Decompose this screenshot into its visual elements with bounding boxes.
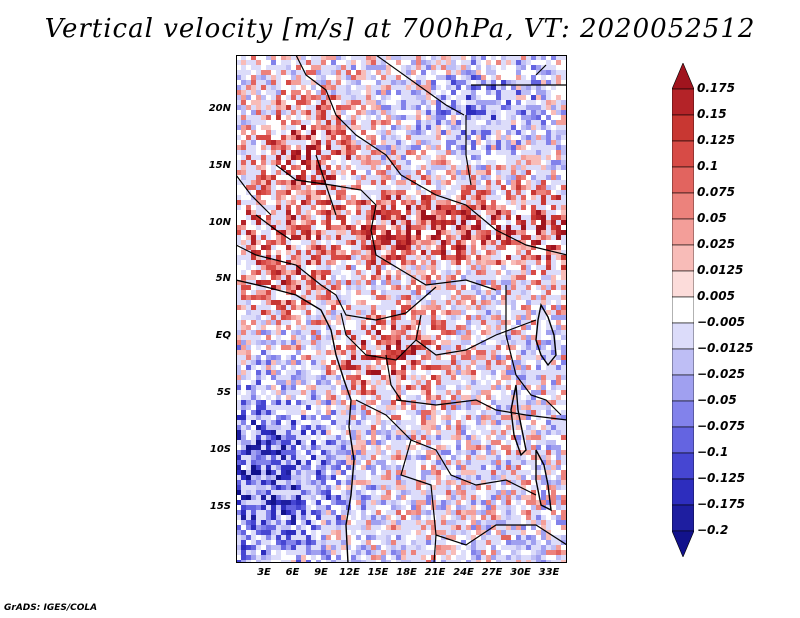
colorbar-level-label: 0.05 <box>697 211 727 225</box>
colorbar-swatch <box>672 114 694 142</box>
lon-tick-label: 6E <box>285 567 300 578</box>
colorbar-swatch <box>672 296 694 324</box>
lat-tick-label: 5N <box>215 273 231 285</box>
lon-tick-label: 33E <box>538 567 560 578</box>
colorbar-swatch <box>672 88 694 116</box>
colorbar-swatch <box>672 530 694 557</box>
colorbar-level-label: −0.05 <box>697 393 737 407</box>
lon-tick-label: 27E <box>481 567 503 578</box>
lat-tick-label: 10N <box>208 216 231 228</box>
colorbar-swatch <box>672 166 694 194</box>
colorbar-level-label: 0.005 <box>697 289 735 303</box>
lon-tick-label: 21E <box>424 567 446 578</box>
colorbar-level-label: 0.175 <box>697 81 735 95</box>
lon-tick-label: 15E <box>367 567 389 578</box>
colorbar-level-label: −0.1 <box>697 445 729 459</box>
colorbar-level-label: −0.125 <box>697 471 746 485</box>
lat-tick-label: EQ <box>215 330 231 342</box>
colorbar-swatch <box>672 400 694 428</box>
lat-tick-label: 10S <box>209 443 231 455</box>
lon-tick-label: 18E <box>396 567 417 578</box>
colorbar-level-label: −0.175 <box>697 497 746 511</box>
colorbar-swatch <box>672 192 694 220</box>
colorbar-swatch <box>672 63 694 90</box>
colorbar-swatch <box>672 140 694 168</box>
colorbar-level-label: 0.025 <box>697 237 735 251</box>
colorbar-level-label: −0.2 <box>697 523 729 537</box>
map-panel <box>236 55 567 563</box>
colorbar-swatch <box>672 426 694 454</box>
lat-tick-label: 15N <box>208 159 231 171</box>
vertical-velocity-field <box>236 55 567 563</box>
lat-tick-label: 20N <box>208 103 231 114</box>
coastline <box>236 279 355 563</box>
colorbar-swatch <box>672 218 694 246</box>
colorbar-swatch <box>672 270 694 298</box>
colorbar-level-label: −0.005 <box>697 315 746 329</box>
map-title: Vertical velocity [m/s] at 700hPa, VT: 2… <box>44 14 756 44</box>
lon-tick-label: 24E <box>453 567 474 578</box>
colorbar <box>672 63 694 557</box>
colorbar-swatch <box>672 452 694 480</box>
colorbar-swatch <box>672 348 694 376</box>
colorbar-swatch <box>672 374 694 402</box>
lon-tick-label: 3E <box>257 567 271 578</box>
lakes <box>510 303 557 512</box>
colorbar-level-label: −0.0125 <box>697 341 754 355</box>
lon-tick-label: 9E <box>314 567 328 578</box>
colorbar-swatch <box>672 504 694 532</box>
lat-tick-label: 5S <box>216 387 231 398</box>
colorbar-level-label: −0.025 <box>697 367 746 381</box>
colorbar-level-label: 0.075 <box>697 185 735 199</box>
lat-tick-label: 15S <box>209 500 231 512</box>
colorbar-swatch <box>672 478 694 506</box>
lon-tick-label: 30E <box>510 567 531 578</box>
grads-credit: GrADS: IGES/COLA <box>4 603 98 613</box>
colorbar-level-label: 0.0125 <box>697 263 744 277</box>
country-borders <box>236 55 567 563</box>
colorbar-level-label: 0.1 <box>697 159 719 173</box>
colorbar-swatch <box>672 244 694 272</box>
colorbar-level-label: 0.15 <box>697 107 727 121</box>
colorbar-level-label: 0.125 <box>697 133 735 147</box>
colorbar-swatch <box>672 322 694 350</box>
lon-tick-label: 12E <box>339 567 360 578</box>
colorbar-level-label: −0.075 <box>697 419 746 433</box>
